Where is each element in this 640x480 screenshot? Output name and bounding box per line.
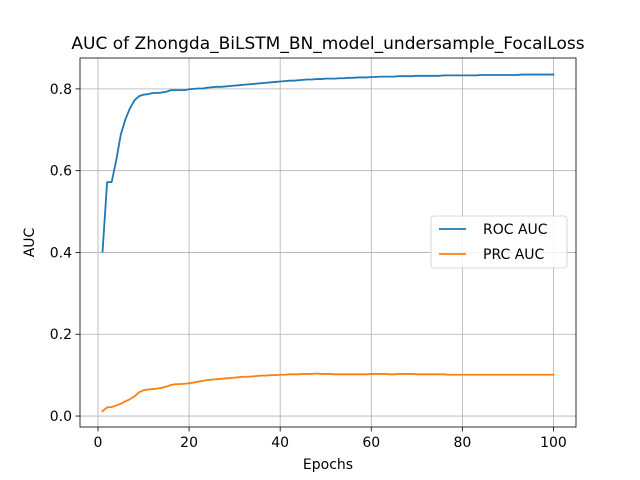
y-tick-label: 0.0 xyxy=(50,409,72,425)
x-tick-label: 0 xyxy=(94,435,103,451)
y-tick-label: 0.2 xyxy=(50,327,72,343)
grid-lines xyxy=(80,58,576,427)
series-line-prc-auc xyxy=(101,372,555,413)
plot-frame xyxy=(79,57,577,428)
x-axis-label: Epochs xyxy=(303,457,353,473)
legend: ROC AUC PRC AUC xyxy=(430,215,568,269)
y-axis-label: AUC xyxy=(22,227,38,257)
x-tick-label: 80 xyxy=(453,435,471,451)
legend-label-prc-auc: PRC AUC xyxy=(483,247,545,263)
x-tick-label: 60 xyxy=(362,435,380,451)
y-tick-label: 0.4 xyxy=(50,245,72,261)
x-tick-label: 20 xyxy=(180,435,198,451)
series-layer xyxy=(101,73,555,413)
y-tick-label: 0.6 xyxy=(50,164,72,180)
chart-title: AUC of Zhongda_BiLSTM_BN_model_undersamp… xyxy=(71,34,584,54)
x-tick-label: 100 xyxy=(540,435,567,451)
legend-label-roc-auc: ROC AUC xyxy=(483,222,548,238)
y-tick-label: 0.8 xyxy=(50,82,72,98)
axis-ticks: 0 20 40 60 80 100 0.0 0.2 0.4 0.6 0.8 xyxy=(50,82,567,451)
x-tick-label: 40 xyxy=(271,435,289,451)
series-line-roc-auc xyxy=(101,73,555,253)
